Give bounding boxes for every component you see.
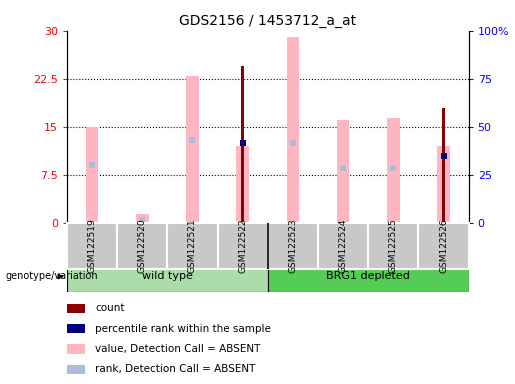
Text: GSM122525: GSM122525	[389, 218, 398, 273]
Text: GSM122521: GSM122521	[188, 218, 197, 273]
Text: wild type: wild type	[142, 271, 193, 281]
Text: value, Detection Call = ABSENT: value, Detection Call = ABSENT	[95, 344, 261, 354]
Text: GSM122522: GSM122522	[238, 218, 247, 273]
Bar	[368, 223, 418, 269]
Text: GSM122526: GSM122526	[439, 218, 448, 273]
Bar	[236, 146, 249, 223]
Bar	[67, 344, 85, 354]
Text: rank, Detection Call = ABSENT: rank, Detection Call = ABSENT	[95, 364, 255, 374]
Text: count: count	[95, 303, 125, 313]
Text: GSM122523: GSM122523	[288, 218, 297, 273]
Title: GDS2156 / 1453712_a_at: GDS2156 / 1453712_a_at	[179, 14, 356, 28]
Bar	[268, 261, 469, 292]
Text: BRG1 depleted: BRG1 depleted	[327, 271, 410, 281]
Bar	[117, 223, 167, 269]
Bar	[442, 108, 445, 223]
Bar	[86, 127, 98, 223]
Text: genotype/variation: genotype/variation	[5, 271, 98, 281]
Bar	[67, 324, 85, 333]
Bar	[136, 214, 148, 223]
Bar	[318, 223, 368, 269]
Bar	[218, 223, 268, 269]
Bar	[268, 223, 318, 269]
Bar	[437, 146, 450, 223]
Bar	[67, 261, 268, 292]
Text: percentile rank within the sample: percentile rank within the sample	[95, 324, 271, 334]
Bar	[167, 223, 217, 269]
Text: GSM122519: GSM122519	[88, 218, 96, 273]
Bar	[418, 223, 469, 269]
Bar	[67, 365, 85, 374]
Bar	[241, 66, 245, 223]
Bar	[287, 37, 299, 223]
Bar	[387, 118, 400, 223]
Text: GSM122520: GSM122520	[138, 218, 147, 273]
Bar	[67, 223, 117, 269]
Bar	[67, 304, 85, 313]
Text: GSM122524: GSM122524	[339, 218, 348, 273]
Bar	[186, 76, 199, 223]
Bar	[337, 120, 349, 223]
